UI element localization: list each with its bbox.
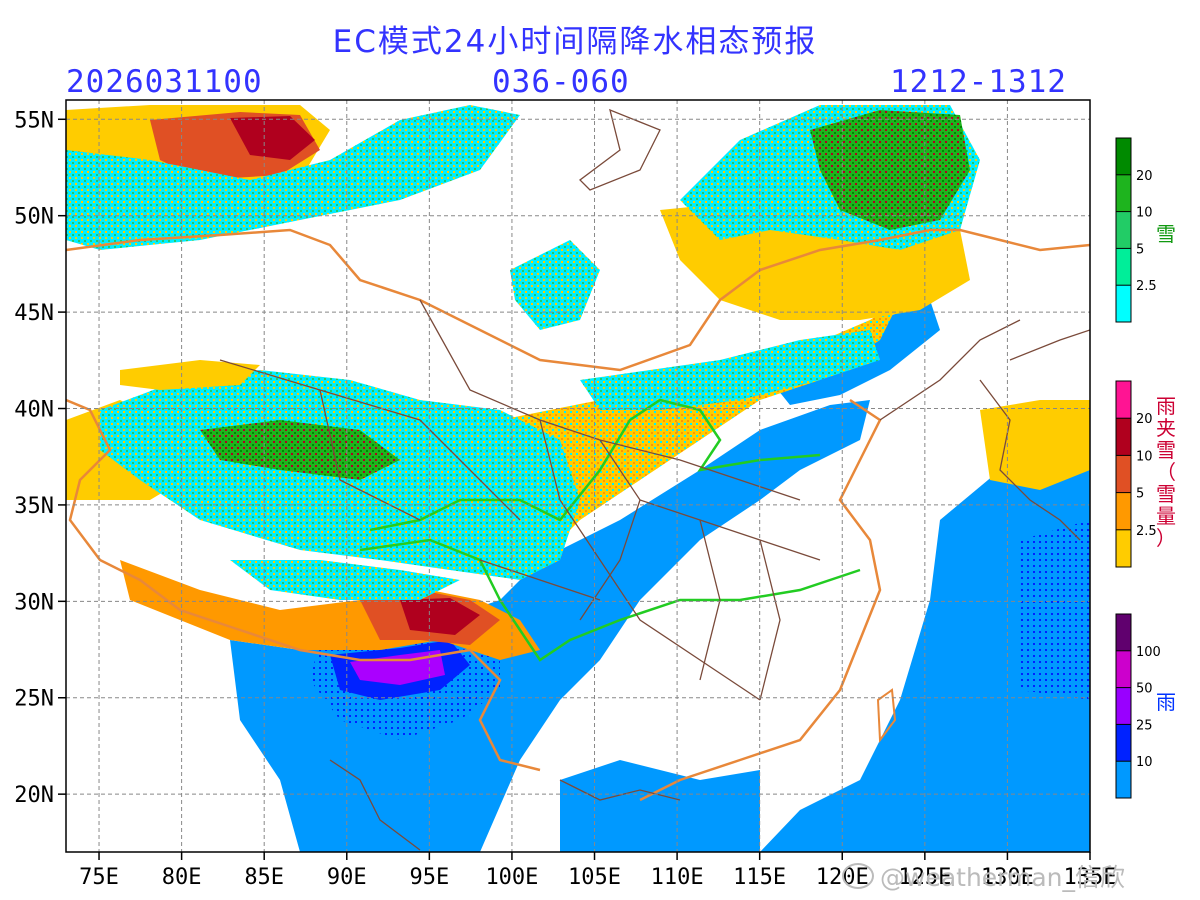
lon-tick-label: 110E (651, 865, 704, 890)
mix-east-coast (980, 400, 1090, 490)
lon-tick-label: 75E (79, 865, 119, 890)
watermark: @weatherman_信欣 (842, 858, 1125, 894)
legend-rain-swatch (1116, 614, 1131, 651)
lat-tick-label: 20N (14, 783, 54, 808)
lat-tick-label: 35N (14, 494, 54, 519)
legend-snow-swatch (1116, 174, 1131, 212)
snow-north-china-band (580, 330, 880, 410)
taiwan-island (876, 688, 897, 743)
legend-rain-swatch (1116, 724, 1131, 762)
axes: 75E 80E 85E 90E 95E 100E 105E 110E 115E 120E 125E 1… (14, 108, 1116, 890)
snow-northeast-heavy (810, 110, 970, 230)
legend-mix-tick-label: 20 (1136, 412, 1153, 427)
lon-tick-label: 80E (162, 865, 202, 890)
legend-mix-swatch (1116, 418, 1131, 456)
lat-tick-label: 55N (14, 108, 54, 133)
lon-tick-label: 90E (327, 865, 367, 890)
legend-rain-tick-label: 100 (1136, 645, 1161, 660)
snow-tibet-heavy (200, 420, 400, 480)
legend-snow-label: 雪 (1156, 222, 1176, 246)
snow-northwest-region (66, 105, 520, 250)
legend-rain-tick-label: 50 (1136, 682, 1153, 697)
country-boundary-west (66, 398, 541, 772)
lat-tick-label: 40N (14, 398, 54, 423)
province-boundaries (219, 299, 1021, 701)
lon-tick-label: 105E (568, 865, 621, 890)
lon-tick-label: 130E (981, 865, 1034, 890)
lon-tick-label: 95E (409, 865, 449, 890)
legend-mix-swatch (1116, 492, 1131, 530)
legend-mix-label: 雨夹雪（雪量） (1156, 394, 1176, 550)
legend-snow-swatch (1116, 285, 1131, 322)
precip-fields (66, 105, 1090, 852)
coastline-east (639, 398, 882, 802)
legend-mix-swatch (1116, 381, 1131, 419)
legend-snow-tick-label: 5 (1136, 242, 1144, 257)
legend-rain-swatch (1116, 761, 1131, 798)
lake-baikal (579, 108, 661, 191)
legend-rain-frame (1115, 613, 1132, 799)
legend-mix-tick-label: 5 (1136, 487, 1144, 502)
mix-tibet-south-core (400, 598, 480, 635)
lon-tick-label: 85E (244, 865, 284, 890)
korea-japan-coast (979, 329, 1090, 541)
southeast-asia-coast (329, 759, 681, 851)
snow-tianshan (120, 360, 260, 390)
legend-snow-tick-label: 2.5 (1136, 279, 1157, 294)
legend-snow-frame (1115, 137, 1132, 323)
lon-tick-label: 115E (733, 865, 786, 890)
country-boundary-north (66, 228, 1090, 372)
valid-period-label: 1212-1312 (890, 64, 1067, 100)
lon-tick-label: 125E (898, 865, 951, 890)
legend-mix-frame (1115, 380, 1132, 568)
lon-tick-label: 100E (485, 865, 538, 890)
mix-northwest-heavy (230, 116, 315, 160)
weibo-logo-icon (842, 863, 874, 889)
legend-rain-tick-label: 10 (1136, 755, 1153, 770)
legend-rain-swatch (1116, 650, 1131, 688)
legend-mix-tick-label: 10 (1136, 449, 1153, 464)
rain-southeast-coast (560, 760, 760, 852)
legend-rain-tick-label: 25 (1136, 718, 1153, 733)
rain-mod-ocean (1020, 520, 1090, 700)
legend-mix-swatch (1116, 529, 1131, 567)
rain-south-china-region (230, 400, 870, 852)
legend-snow-tick-label: 10 (1136, 206, 1153, 221)
map-title: EC模式24小时间隔降水相态预报 (332, 24, 818, 60)
legend-snow-tick-label: 20 (1136, 169, 1153, 184)
forecast-hours-label: 036-060 (492, 64, 630, 100)
yellow-river (369, 398, 821, 532)
legend-rain-label: 雨 (1156, 690, 1176, 714)
legend-mix-swatch (1116, 455, 1131, 493)
lat-tick-label: 50N (14, 205, 54, 230)
watermark-text: @weatherman_信欣 (880, 863, 1126, 892)
legend-snow-swatch (1116, 248, 1131, 286)
lat-tick-label: 30N (14, 590, 54, 615)
boundaries (66, 108, 1090, 851)
plot-frame (65, 99, 1091, 853)
init-time-label: 2026031100 (66, 64, 263, 100)
snow-mongolia-patches (510, 240, 600, 330)
lon-tick-label: 135E (1064, 865, 1117, 890)
legend-snow-swatch (1116, 138, 1131, 175)
lat-tick-label: 25N (14, 687, 54, 712)
legend-rain-swatch (1116, 687, 1131, 725)
lat-tick-label: 45N (14, 301, 54, 326)
legend-snow-swatch (1116, 211, 1131, 249)
legend-mix-tick-label: 2.5 (1136, 524, 1157, 539)
snow-tibet-south (230, 560, 460, 600)
yangtze-river (359, 538, 861, 662)
